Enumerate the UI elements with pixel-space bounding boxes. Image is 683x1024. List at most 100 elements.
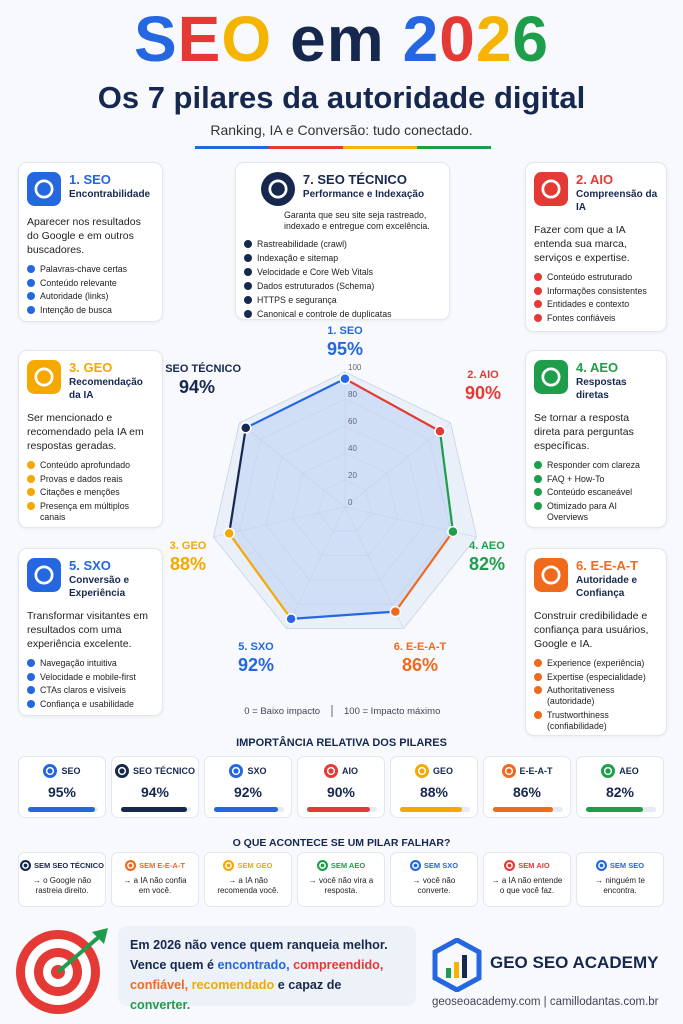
- card-description: Transformar visitantes em resultados com…: [27, 610, 148, 651]
- card-bullet: Intenção de busca: [27, 305, 154, 316]
- failure-header: SEM GEO: [205, 860, 291, 871]
- icon-glyph: [598, 862, 605, 869]
- card-bullet: FAQ + How-To: [534, 474, 658, 485]
- card-heading: 2. AIO Compreensão da IA: [576, 172, 658, 214]
- bar-value-label: 95%: [47, 784, 77, 800]
- icon: [409, 860, 421, 871]
- failure-tile: SEM GEO → a IA não recomenda você.: [204, 852, 292, 907]
- failure-tile: SEM AIO → a IA não entende o que você faz…: [483, 852, 571, 907]
- bar: [400, 807, 462, 812]
- bar-tile: SEO 95%: [18, 756, 106, 818]
- card-heading: 3. GEO Recomendação da IA: [69, 360, 154, 402]
- icon: [27, 172, 61, 206]
- pillar-card: 2. AIO Compreensão da IA Fazer com que a I…: [525, 162, 667, 332]
- radar-edge: [438, 431, 455, 532]
- bar-category: SEO TÉCNICO: [132, 766, 195, 776]
- icon: [323, 764, 338, 778]
- radar-edge: [291, 610, 396, 620]
- icon-glyph: [34, 565, 54, 585]
- bar-tile: SEO TÉCNICO 94%: [111, 756, 199, 818]
- quote-part: confiável,: [130, 978, 189, 993]
- failure-header: SEM SEO: [577, 860, 663, 871]
- annotation: 0 = Baixo impacto: [244, 706, 320, 717]
- pillar-card: 4. AEO Respostas diretas Se tornar a respo…: [525, 350, 667, 528]
- bar-tile-header: SXO: [205, 764, 291, 778]
- card-bullet: Indexação e sitemap: [244, 253, 441, 264]
- bar-track: [493, 807, 563, 812]
- card-bullets: Rastreabilidade (crawl) Indexação e sitem…: [244, 239, 441, 320]
- quote-part: recomendado: [191, 978, 275, 993]
- failure-header: SEM AEO: [298, 860, 384, 871]
- failure-label: SEM AIO: [518, 861, 550, 870]
- card-bullet: Authoritativeness (autoridade): [534, 685, 658, 707]
- icon-glyph: [412, 862, 419, 869]
- quote-part: Vence quem é: [130, 958, 214, 973]
- radar-value-label: 82%: [469, 554, 505, 574]
- icon-bg: [27, 360, 61, 394]
- bar-track: [28, 807, 98, 812]
- radar-value-label: 88%: [170, 554, 206, 574]
- icon-glyph: [225, 862, 233, 869]
- radar-label: 7. SEO TÉCNICO: [153, 362, 241, 375]
- card-bullet: Fontes confiáveis: [534, 313, 658, 324]
- bar-category: E-E-A-T: [519, 766, 553, 776]
- icon-glyph: [268, 179, 288, 199]
- section-title: IMPORTÂNCIA RELATIVA DOS PILARES: [236, 737, 447, 749]
- radar-value-label: 95%: [327, 339, 363, 359]
- title: SEO em 2026: [0, 2, 683, 76]
- icon-glyph: [417, 766, 427, 776]
- radar-label: 4. AEO: [469, 540, 505, 552]
- failure-tile: SEM E-E-A-T → a IA não confia em você.: [111, 852, 199, 907]
- icon: [43, 764, 58, 778]
- bar-track: [214, 807, 284, 812]
- radar-point: [389, 605, 402, 618]
- icon-glyph: [604, 766, 613, 776]
- failure-label: SEM SEO TÉCNICO: [33, 861, 104, 870]
- icon: [19, 860, 31, 871]
- icon: [534, 172, 568, 206]
- card-bullets: Palavras-chave certas Conteúdo relevante A…: [27, 264, 154, 317]
- title-part: 2: [475, 3, 513, 75]
- icon: [316, 860, 328, 871]
- radar-tick-label: 20: [348, 471, 357, 480]
- icon-bg: [27, 172, 61, 206]
- icon: [534, 558, 568, 592]
- card-header: 3. GEO Recomendação da IA: [27, 360, 154, 402]
- icon: [504, 860, 516, 871]
- radar-value-label: 94%: [179, 377, 215, 397]
- icon-bg: [19, 860, 31, 871]
- icon-glyph: [506, 862, 514, 869]
- bar-tile-header: SEO: [19, 764, 105, 778]
- failure-label: SEM E-E-A-T: [139, 861, 185, 870]
- icon-bg: [534, 172, 568, 206]
- bar-value-label: 82%: [605, 784, 635, 800]
- bar-tile: E-E-A-T 86%: [483, 756, 571, 818]
- card-heading: 4. AEO Respostas diretas: [576, 360, 658, 402]
- card-description: Garanta que seu site seja rastreado, ind…: [284, 210, 430, 232]
- icon: [595, 860, 607, 871]
- icon: [27, 558, 61, 592]
- failure-text: → você não converte.: [412, 876, 456, 896]
- failure-header: SEM E-E-A-T: [112, 860, 198, 871]
- icon: [601, 764, 616, 778]
- bar-track: [307, 807, 377, 812]
- bar-category: SXO: [247, 766, 267, 776]
- failure-text: → você não vira a resposta.: [308, 876, 374, 896]
- card-subtitle: Recomendação da IA: [69, 377, 143, 401]
- failure-tile: SEM SEO TÉCNICO → o Google não rastreia d…: [18, 852, 106, 907]
- icon-glyph: [326, 766, 336, 776]
- radar-edge: [344, 377, 441, 433]
- title-part: 6: [512, 3, 550, 75]
- card-title: 4. AEO: [576, 360, 619, 375]
- icon-bg: [260, 172, 295, 206]
- bar-value-label: 94%: [140, 784, 170, 800]
- radar-label: 5. SXO: [238, 641, 274, 653]
- title-part: 0: [439, 3, 476, 75]
- icon-glyph: [232, 766, 241, 776]
- failure-label: SEM SXO: [423, 861, 459, 870]
- card-bullet: Autoridade (links): [27, 291, 154, 302]
- card-header: 4. AEO Respostas diretas: [534, 360, 658, 402]
- card-bullet: Velocidade e Core Web Vitals: [244, 267, 441, 278]
- card-bullet: Otimizado para AI Overviews: [534, 501, 658, 523]
